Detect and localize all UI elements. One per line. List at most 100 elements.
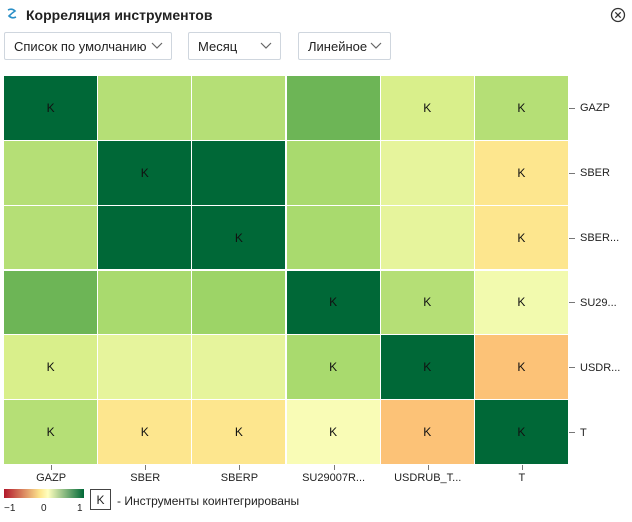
y-axis-label-text: GAZP (580, 102, 610, 115)
heatmap-cell-SBER-GAZP[interactable] (4, 140, 99, 206)
cointegration-marker: K (517, 295, 526, 310)
cointegration-marker: K (423, 100, 432, 115)
y-axis-tick (569, 432, 575, 434)
cointegration-marker: K (423, 360, 432, 375)
y-axis-label-text: SBER... (580, 232, 620, 245)
scale-min-label: −1 (4, 503, 16, 514)
heatmap-cell-SU29...-T[interactable]: K (474, 270, 569, 336)
instrument-list-dropdown[interactable]: Список по умолчанию (4, 32, 172, 60)
window-title: Корреляция инструментов (26, 7, 213, 23)
x-axis-label: SBERP (220, 472, 259, 484)
chevron-down-icon (151, 42, 163, 49)
x-axis-tick (239, 465, 241, 470)
y-axis-tick (569, 367, 575, 369)
heatmap-cell-SBER...-SU29007R...[interactable] (286, 205, 381, 271)
cointegration-marker: K (234, 230, 243, 245)
y-axis-tick (569, 172, 575, 174)
x-axis-label: SU29007R... (302, 472, 366, 484)
heatmap-cell-SU29...-SBERP[interactable] (192, 270, 287, 336)
cointegration-marker: K (423, 295, 432, 310)
heatmap-cell-SBER-USDRUB_T...[interactable] (380, 140, 475, 206)
heatmap-cell-SBER...-USDRUB_T...[interactable] (380, 205, 475, 271)
heatmap-cell-GAZP-SBER[interactable] (98, 76, 193, 141)
y-axis-label-text: USDR... (580, 361, 621, 374)
y-axis-label-text: SU29... (580, 296, 617, 309)
correlation-heatmap: K K K K K K K K K K K K K K K K K K K K (4, 76, 569, 465)
app-logo-icon (7, 8, 17, 19)
cointegration-marker: K (517, 100, 526, 115)
cointegration-marker: K (329, 295, 338, 310)
heatmap-cell-SU29...-USDRUB_T...[interactable]: K (380, 270, 475, 336)
y-axis-tick (569, 302, 575, 304)
cointegration-marker: K (140, 165, 149, 180)
y-axis-label-text: T (580, 426, 587, 439)
cointegration-marker: K (329, 360, 338, 375)
heatmap-cell-SBER...-GAZP[interactable] (4, 205, 99, 271)
heatmap-cell-USDR...-SBERP[interactable] (192, 335, 287, 401)
cointegration-marker: K (46, 425, 55, 440)
heatmap-cell-USDR...-GAZP[interactable]: K (4, 335, 99, 401)
x-axis-tick (333, 465, 335, 470)
y-axis-label-text: SBER (580, 167, 610, 180)
heatmap-cell-SU29...-SU29007R...[interactable]: K (286, 270, 381, 336)
color-scale-bar (4, 489, 84, 498)
heatmap-cell-T-SBERP[interactable]: K (192, 400, 287, 465)
y-axis-label: SBER... (569, 231, 619, 245)
heatmap-cell-SBER-SBERP[interactable] (192, 140, 287, 206)
x-axis-tick (521, 465, 523, 470)
x-axis-label: USDRUB_T... (394, 472, 462, 484)
heatmap-cell-GAZP-SBERP[interactable] (192, 76, 287, 141)
y-axis-label: SU29... (569, 296, 617, 310)
cointegration-marker: K (234, 425, 243, 440)
heatmap-cell-T-USDRUB_T...[interactable]: K (380, 400, 475, 465)
heatmap-cell-SU29...-GAZP[interactable] (4, 270, 99, 336)
heatmap-cell-USDR...-SBER[interactable] (98, 335, 193, 401)
scale-dropdown[interactable]: Линейное (298, 32, 391, 60)
heatmap-cell-SBER...-SBERP[interactable]: K (192, 205, 287, 271)
period-dropdown[interactable]: Месяц (188, 32, 281, 60)
cointegration-marker: K (517, 230, 526, 245)
instrument-list-value: Список по умолчанию (14, 39, 147, 54)
chevron-down-icon (370, 42, 382, 49)
heatmap-cell-T-SU29007R...[interactable]: K (286, 400, 381, 465)
cointegration-marker: K (423, 425, 432, 440)
heatmap-cell-USDR...-SU29007R...[interactable]: K (286, 335, 381, 401)
cointegration-marker: K (517, 360, 526, 375)
heatmap-cell-GAZP-USDRUB_T...[interactable]: K (380, 76, 475, 141)
heatmap-cell-USDR...-T[interactable]: K (474, 335, 569, 401)
y-axis-tick (569, 237, 575, 239)
y-axis-label: SBER (569, 166, 610, 180)
heatmap-cell-GAZP-GAZP[interactable]: K (4, 76, 99, 141)
cointegration-legend-text: - Инструменты коинтегрированы (117, 494, 300, 508)
heatmap-cell-GAZP-SU29007R...[interactable] (286, 76, 381, 141)
close-icon[interactable] (610, 7, 626, 23)
heatmap-cell-SBER-T[interactable]: K (474, 140, 569, 206)
heatmap-cell-SBER-SBER[interactable]: K (98, 140, 193, 206)
heatmap-cell-USDR...-USDRUB_T...[interactable]: K (380, 335, 475, 401)
heatmap-cell-SBER...-SBER[interactable] (98, 205, 193, 271)
x-axis-label: GAZP (36, 472, 67, 484)
heatmap-cell-GAZP-T[interactable]: K (474, 76, 569, 141)
heatmap-cell-T-SBER[interactable]: K (98, 400, 193, 465)
x-axis-tick (51, 465, 53, 470)
x-axis-label: T (518, 472, 526, 484)
x-axis-tick (427, 465, 429, 470)
x-axis-tick (145, 465, 147, 470)
cointegration-marker: K (46, 100, 55, 115)
heatmap-cell-T-GAZP[interactable]: K (4, 400, 99, 465)
y-axis-label: GAZP (569, 101, 610, 115)
chevron-down-icon (260, 42, 272, 49)
scale-value: Линейное (308, 39, 368, 54)
heatmap-cell-SBER-SU29007R...[interactable] (286, 140, 381, 206)
x-axis-label: SBER (130, 472, 161, 484)
heatmap-cell-SU29...-SBER[interactable] (98, 270, 193, 336)
heatmap-cell-T-T[interactable]: K (474, 400, 569, 465)
cointegration-marker: K (517, 425, 526, 440)
scale-max-label: 1 (77, 503, 83, 514)
y-axis-label: USDR... (569, 361, 620, 375)
y-axis-tick (569, 107, 575, 109)
heatmap-cell-SBER...-T[interactable]: K (474, 205, 569, 271)
cointegration-marker: K (140, 425, 149, 440)
cointegration-marker: K (329, 425, 338, 440)
period-value: Месяц (198, 39, 238, 54)
